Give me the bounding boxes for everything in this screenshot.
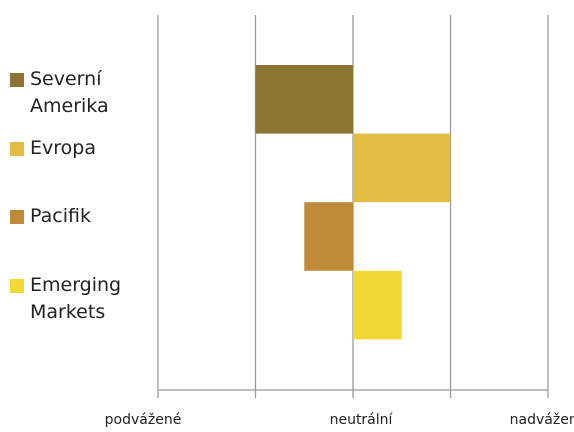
legend-swatch <box>10 278 24 293</box>
bar <box>255 65 353 134</box>
x-tick-label: neutrální <box>330 412 394 428</box>
bar <box>353 133 451 203</box>
legend-label: Evropa <box>30 136 96 159</box>
legend-swatch <box>10 210 24 225</box>
legend-swatch <box>10 141 24 156</box>
bar <box>353 270 402 340</box>
x-tick-label: podvážené <box>105 412 182 428</box>
bar <box>304 202 353 271</box>
x-tick-label: nadvážené <box>510 412 574 428</box>
legend-label: Emerging Markets <box>30 273 122 323</box>
legend-label: Pacifik <box>30 205 91 228</box>
legend-swatch <box>10 73 24 87</box>
legend-label: Severní Amerika <box>30 68 109 117</box>
